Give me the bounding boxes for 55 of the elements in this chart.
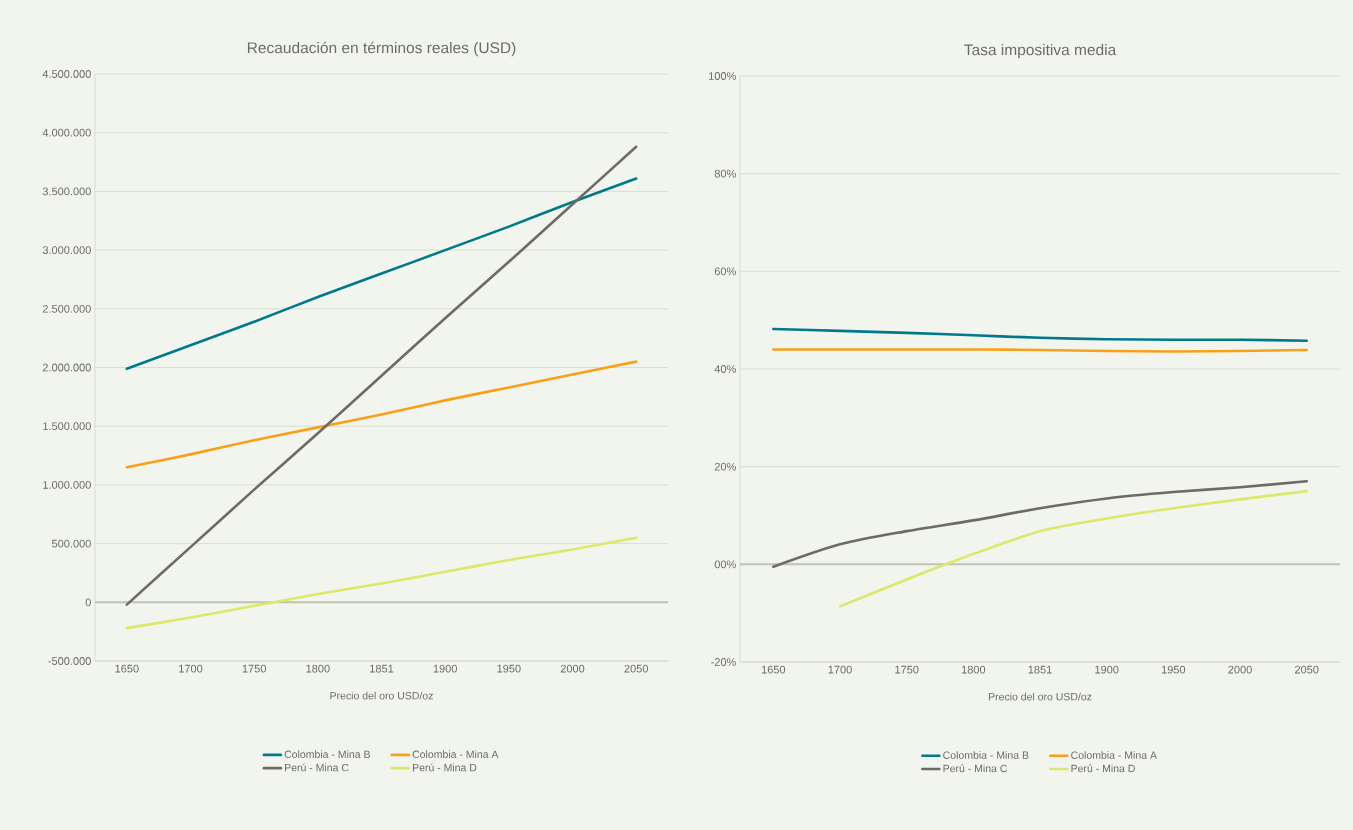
y-tick-label: 2.000.000: [42, 363, 91, 372]
y-tick-label: 20%: [714, 462, 736, 471]
x-tick-label: 1650: [761, 665, 786, 674]
x-tick-label: 1700: [828, 665, 852, 674]
y-tick-label: 40%: [714, 365, 736, 373]
line-series: [838, 489, 1308, 608]
x-tick-label: 1650: [115, 664, 139, 673]
line-series: [125, 177, 638, 370]
legend-label: Colombia - Mina A: [1071, 751, 1157, 759]
line-series: [772, 480, 1308, 569]
x-tick-label: 1851: [1028, 665, 1052, 674]
x-tick-label: 1851: [370, 664, 394, 673]
y-tick-label: 1.500.000: [43, 422, 91, 431]
y-tick-label: 60%: [714, 267, 736, 276]
x-tick-label: 2050: [1295, 665, 1319, 674]
x-tick-label: 2050: [624, 664, 648, 673]
x-tick-label: 1950: [497, 664, 521, 673]
x-tick-label: 1900: [1095, 665, 1119, 674]
chart-title: Recaudación en términos reales (USD): [247, 41, 516, 57]
y-tick-label: -20%: [711, 658, 736, 666]
y-tick-label: 3.500.000: [42, 187, 91, 196]
y-tick-label: 2.500.000: [42, 304, 91, 313]
y-tick-label: 0: [85, 598, 91, 607]
line-series: [125, 145, 638, 606]
x-axis-title: Precio del oro USD/oz: [330, 691, 433, 700]
y-tick-label: 4.000.000: [42, 128, 91, 137]
x-tick-label: 1950: [1161, 665, 1186, 674]
x-axis-title: Precio del oro USD/oz: [988, 692, 1092, 701]
legend-label: Perú - Mina D: [412, 763, 477, 772]
y-tick-label: 80%: [714, 169, 736, 178]
legend-label: Colombia - Mina B: [943, 751, 1029, 759]
y-tick-label: 4.500.000: [42, 70, 91, 78]
legend-label: Colombia - Mina A: [412, 750, 499, 759]
chart-title: Tasa impositiva media: [964, 43, 1117, 59]
x-tick-label: 2000: [1228, 665, 1252, 674]
x-tick-label: 2000: [560, 664, 585, 673]
y-tick-label: 100%: [709, 72, 736, 80]
legend-label: Perú - Mina D: [1071, 764, 1135, 773]
y-tick-label: 3.000.000: [42, 246, 91, 254]
legend-label: Colombia - Mina B: [284, 750, 370, 759]
x-tick-label: 1800: [306, 664, 330, 673]
line-series: [125, 360, 638, 469]
x-tick-label: 1900: [433, 664, 457, 673]
y-tick-label: -500.000: [48, 657, 91, 665]
line-series: [125, 536, 638, 630]
x-tick-label: 1750: [242, 664, 266, 673]
legend-label: Perú - Mina C: [943, 764, 1008, 773]
y-tick-label: 00%: [714, 560, 736, 569]
legend-label: Perú - Mina C: [285, 763, 349, 772]
y-tick-label: 1.000.000: [43, 481, 91, 489]
x-tick-label: 1700: [179, 664, 203, 673]
y-tick-label: 500.000: [51, 539, 91, 548]
line-series: [772, 327, 1308, 342]
x-tick-label: 1750: [895, 665, 919, 674]
x-tick-label: 1800: [961, 665, 986, 674]
